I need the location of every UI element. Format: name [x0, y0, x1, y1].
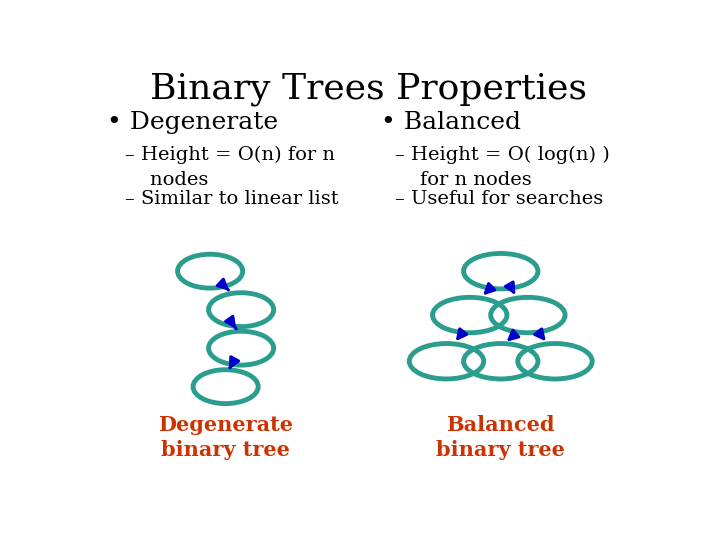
Text: – Useful for searches: – Useful for searches: [395, 190, 603, 208]
Text: • Balanced: • Balanced: [381, 111, 521, 134]
Text: • Degenerate: • Degenerate: [107, 111, 278, 134]
Text: – Height = O(n) for n
    nodes: – Height = O(n) for n nodes: [125, 146, 335, 189]
Text: – Height = O( log(n) )
    for n nodes: – Height = O( log(n) ) for n nodes: [395, 146, 609, 189]
Text: Binary Trees Properties: Binary Trees Properties: [150, 72, 588, 106]
Text: – Similar to linear list: – Similar to linear list: [125, 190, 338, 208]
Text: Degenerate
binary tree: Degenerate binary tree: [158, 415, 293, 460]
Text: Balanced
binary tree: Balanced binary tree: [436, 415, 565, 460]
